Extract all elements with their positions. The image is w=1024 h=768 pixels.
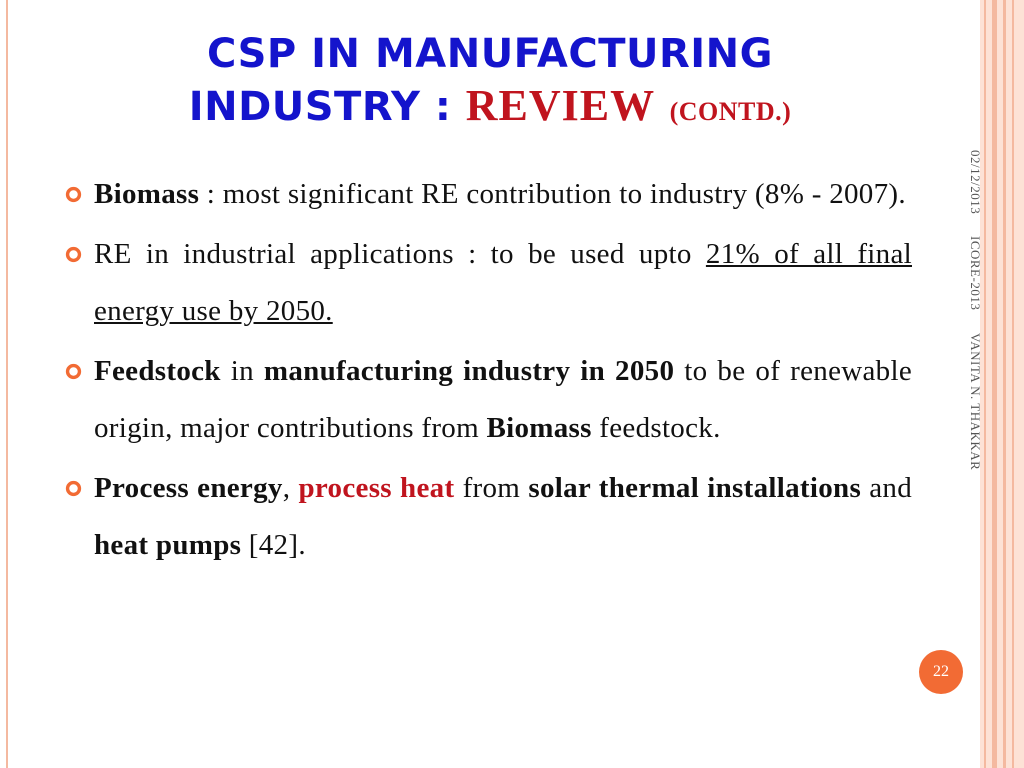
bullet-item: Process energy, process heat from solar … [62, 460, 912, 574]
circle-bullet-icon [65, 363, 82, 380]
page-number-badge: 22 [919, 650, 963, 694]
footer-date: 02/12/2013 [968, 150, 983, 215]
bullet-text-segment: [42]. [241, 529, 306, 561]
right-stripe [984, 0, 986, 768]
title-line-2: INDUSTRY : REVIEW (CONTD.) [40, 80, 940, 138]
bullet-text-segment: Feedstock [94, 355, 221, 387]
title-line-2-text: INDUSTRY : [188, 84, 466, 130]
title-line-1: CSP IN MANUFACTURING [207, 31, 773, 77]
footer-event: ICORE-2013 [968, 236, 983, 311]
bullet-text-segment: from [454, 472, 529, 504]
bullet-text-segment: : most significant RE contribution to in… [199, 178, 906, 210]
right-stripe [1012, 0, 1014, 768]
right-stripe [992, 0, 997, 768]
title-review: REVIEW [465, 81, 656, 130]
footer-author: VANITA N. THAKKAR [968, 332, 983, 470]
bullet-text-segment: 21% of all final energy use by 2050. [94, 238, 912, 327]
right-decorative-band [980, 0, 1024, 768]
bullet-text-segment: Biomass [94, 178, 200, 210]
left-border-line [6, 0, 8, 768]
circle-bullet-icon [65, 246, 82, 263]
side-footer: 02/12/2013 ICORE-2013 VANITA N. THAKKAR [967, 150, 983, 470]
bullet-item: Biomass : most significant RE contributi… [62, 166, 912, 223]
bullet-item: RE in industrial applications : to be us… [62, 226, 912, 340]
circle-bullet-icon [65, 186, 82, 203]
bullet-list: Biomass : most significant RE contributi… [62, 166, 912, 577]
bullet-text-segment: manufacturing industry in 2050 [263, 355, 675, 387]
bullet-text-segment: and [861, 472, 913, 504]
bullet-text-segment: solar thermal installations [528, 472, 862, 504]
bullet-text-segment: RE in industrial applications : to be us… [94, 238, 706, 270]
bullet-text-segment: in [220, 355, 264, 387]
bullet-text-segment: heat pumps [94, 529, 242, 561]
right-stripe [1003, 0, 1006, 768]
bullet-text-segment: , [282, 472, 299, 504]
title-contd: (CONTD.) [669, 97, 792, 126]
bullet-text-segment: feedstock. [591, 412, 721, 444]
bullet-text-segment: Biomass [486, 412, 592, 444]
slide-title: CSP IN MANUFACTURING INDUSTRY : REVIEW (… [40, 28, 940, 138]
page-number: 22 [933, 663, 949, 680]
circle-bullet-icon [65, 480, 82, 497]
bullet-text-segment: process heat [298, 472, 455, 504]
bullet-item: Feedstock in manufacturing industry in 2… [62, 343, 912, 457]
bullet-text-segment: to be of renewable origin, major contrib… [94, 355, 912, 444]
bullet-text-segment: Process energy [94, 472, 283, 504]
